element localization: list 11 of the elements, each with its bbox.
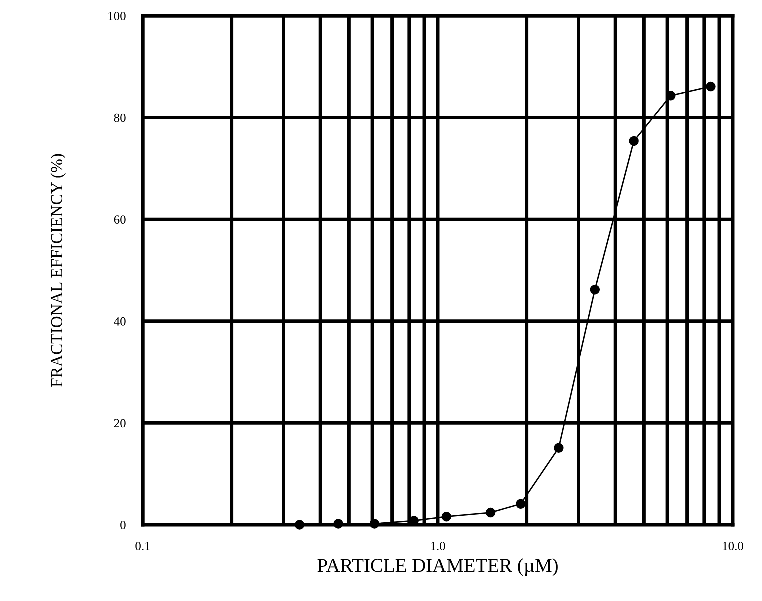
y-tick-label: 0 bbox=[120, 521, 126, 530]
x-tick-label: 0.1 bbox=[136, 542, 150, 551]
y-tick-label: 60 bbox=[114, 216, 126, 224]
y-tick-label: 20 bbox=[114, 419, 126, 428]
x-tick-label: 10.0 bbox=[723, 542, 744, 551]
y-axis-title: FRACTIONAL EFFICIENCY (%) bbox=[50, 154, 66, 387]
y-tick-label: 40 bbox=[114, 317, 126, 326]
x-axis-title: PARTICLE DIAMETER (µM) bbox=[318, 558, 558, 576]
y-tick-label: 80 bbox=[114, 114, 126, 122]
y-tick-label: 100 bbox=[108, 12, 126, 20]
x-tick-label: 1.0 bbox=[431, 542, 446, 551]
